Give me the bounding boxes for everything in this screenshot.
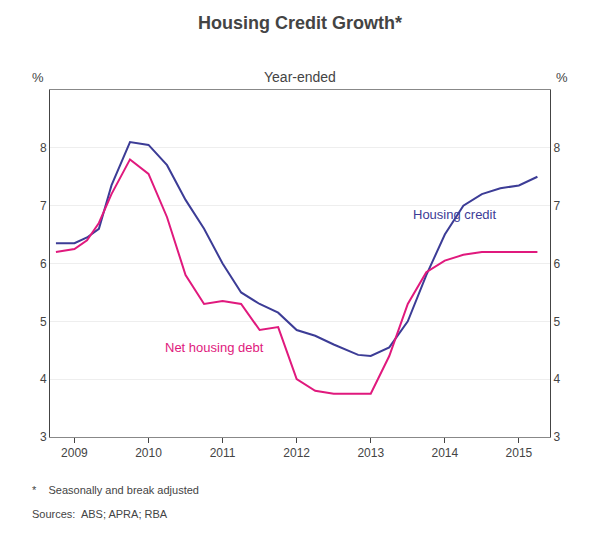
svg-text:Housing Credit Growth*: Housing Credit Growth* <box>198 13 402 33</box>
svg-text:Housing credit: Housing credit <box>413 207 496 222</box>
svg-text:6: 6 <box>553 257 560 271</box>
svg-text:4: 4 <box>40 372 47 386</box>
svg-text:* Seasonally and break adju: * Seasonally and break adjusted <box>32 484 199 496</box>
svg-text:7: 7 <box>40 199 47 213</box>
svg-text:2014: 2014 <box>431 446 458 460</box>
svg-text:%: % <box>556 70 568 85</box>
svg-text:2009: 2009 <box>61 446 88 460</box>
svg-text:Sources: ABS; APRA; RBA: Sources: ABS; APRA; RBA <box>32 508 168 520</box>
svg-text:8: 8 <box>40 141 47 155</box>
svg-text:4: 4 <box>553 372 560 386</box>
svg-text:2012: 2012 <box>283 446 310 460</box>
svg-text:2010: 2010 <box>135 446 162 460</box>
svg-text:3: 3 <box>553 430 560 444</box>
svg-text:7: 7 <box>553 199 560 213</box>
svg-text:5: 5 <box>40 315 47 329</box>
svg-text:3: 3 <box>40 430 47 444</box>
svg-text:2013: 2013 <box>357 446 384 460</box>
svg-text:2011: 2011 <box>210 446 236 460</box>
svg-text:%: % <box>32 70 44 85</box>
svg-text:6: 6 <box>40 257 47 271</box>
svg-text:Year-ended: Year-ended <box>264 69 336 85</box>
svg-text:8: 8 <box>553 141 560 155</box>
svg-text:Net housing debt: Net housing debt <box>165 340 264 355</box>
svg-text:5: 5 <box>553 315 560 329</box>
svg-text:2015: 2015 <box>506 446 533 460</box>
